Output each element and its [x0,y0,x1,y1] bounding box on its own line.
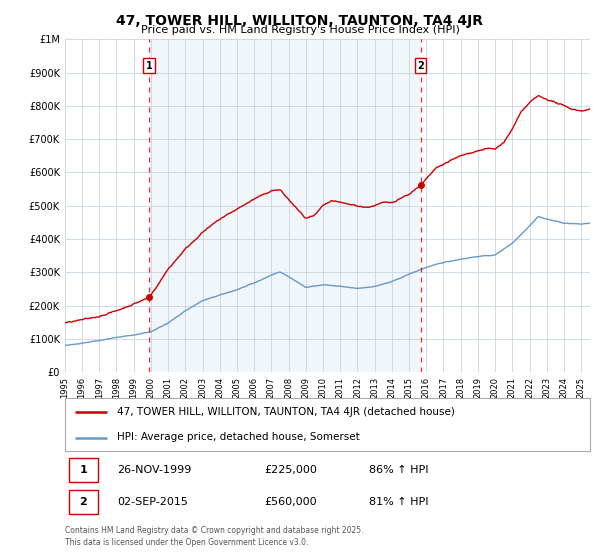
Text: 1: 1 [79,465,87,475]
Text: £225,000: £225,000 [265,465,317,475]
Bar [149,39,421,372]
Text: HPI: Average price, detached house, Somerset: HPI: Average price, detached house, Some… [118,432,360,442]
FancyBboxPatch shape [69,458,98,482]
Text: Price paid vs. HM Land Registry's House Price Index (HPI): Price paid vs. HM Land Registry's House … [140,25,460,35]
FancyBboxPatch shape [69,491,98,514]
Text: £560,000: £560,000 [265,497,317,507]
Text: 86% ↑ HPI: 86% ↑ HPI [370,465,429,475]
Text: 47, TOWER HILL, WILLITON, TAUNTON, TA4 4JR (detached house): 47, TOWER HILL, WILLITON, TAUNTON, TA4 4… [118,407,455,417]
Text: 47, TOWER HILL, WILLITON, TAUNTON, TA4 4JR: 47, TOWER HILL, WILLITON, TAUNTON, TA4 4… [116,14,484,28]
Text: 1: 1 [146,61,152,71]
Text: 2: 2 [79,497,87,507]
FancyBboxPatch shape [65,398,590,451]
Text: Contains HM Land Registry data © Crown copyright and database right 2025.
This d: Contains HM Land Registry data © Crown c… [65,526,364,547]
Text: 81% ↑ HPI: 81% ↑ HPI [370,497,429,507]
Text: 02-SEP-2015: 02-SEP-2015 [118,497,188,507]
Text: 2: 2 [417,61,424,71]
Text: 26-NOV-1999: 26-NOV-1999 [118,465,191,475]
